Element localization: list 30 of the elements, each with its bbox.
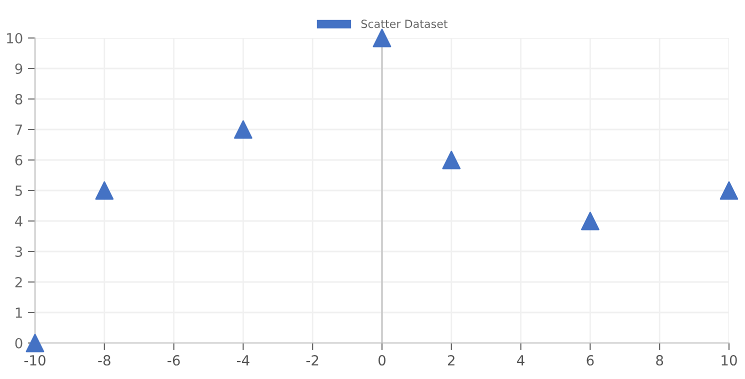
point xyxy=(581,212,600,230)
y-tick-label: 0 xyxy=(15,338,22,348)
y-tick-label: 9 xyxy=(15,63,22,74)
x-tick-label: -8 xyxy=(98,355,110,366)
x-tick-label: 0 xyxy=(378,355,386,366)
point xyxy=(442,150,461,170)
x-tick-label: -4 xyxy=(236,355,250,366)
x-tick-label: -2 xyxy=(306,355,318,366)
y-tick-label: 6 xyxy=(15,154,22,166)
point xyxy=(234,120,252,139)
y-tick-label: 2 xyxy=(15,276,22,288)
legend-label: Scatter Dataset xyxy=(361,20,448,28)
x-tick-label: 8 xyxy=(656,355,664,366)
y-tick-label: 7 xyxy=(15,124,22,135)
x-tick-label: 6 xyxy=(586,355,594,366)
x-tick-label: 4 xyxy=(517,355,524,366)
y-tick-label: 8 xyxy=(15,94,22,104)
y-tick-label: 3 xyxy=(15,246,22,257)
point xyxy=(95,181,114,200)
y-tick-label: 1 xyxy=(16,308,22,318)
point xyxy=(372,28,392,48)
point xyxy=(26,334,44,352)
y-tick-label: 4 xyxy=(15,216,22,226)
y-tick-label: 5 xyxy=(15,186,22,196)
x-tick-label: 10 xyxy=(722,355,737,366)
point xyxy=(720,181,738,200)
y-tick-label: 10 xyxy=(7,32,22,44)
x-tick-label: -6 xyxy=(168,355,180,366)
x-tick-label: 2 xyxy=(448,355,454,366)
x-tick-label: -10 xyxy=(24,355,46,366)
